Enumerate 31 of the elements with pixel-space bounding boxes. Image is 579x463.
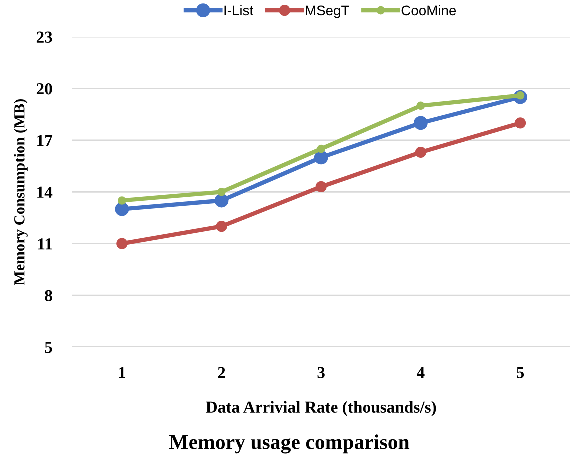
point — [514, 118, 526, 129]
y-tick-label: 14 — [38, 186, 53, 198]
point — [214, 194, 229, 208]
point — [115, 202, 130, 216]
legend-label: I-List — [224, 5, 254, 16]
point — [414, 116, 428, 130]
y-tick-label: 23 — [36, 32, 52, 43]
y-tick-label: 8 — [45, 290, 52, 302]
point — [317, 144, 326, 154]
x-tick-label: 5 — [517, 367, 524, 378]
y-tick-label: 5 — [45, 342, 52, 354]
text: Memory usage comparison — [170, 434, 410, 454]
x-axis-title: Data Arrivial Rate (thousands/s) — [206, 401, 436, 416]
point — [416, 102, 426, 110]
x-tick-label: 2 — [218, 367, 226, 378]
y-tick-label: 20 — [36, 83, 52, 95]
x-tick-label: 4 — [416, 367, 425, 378]
legend-label: CooMine — [402, 5, 456, 16]
legend-label: MSegT — [306, 6, 350, 18]
x-tick-label: 1 — [119, 367, 126, 378]
point — [316, 181, 327, 193]
point — [314, 150, 328, 165]
y-tick-label: 17 — [38, 135, 53, 146]
point — [218, 188, 226, 196]
point — [116, 238, 128, 250]
y-axis-title: Memory Consumption (MB) — [14, 99, 28, 286]
point — [118, 196, 126, 205]
y-tick-label: 11 — [38, 238, 52, 250]
x-tick-label: 3 — [318, 367, 325, 378]
point — [216, 221, 228, 232]
point — [415, 146, 426, 158]
